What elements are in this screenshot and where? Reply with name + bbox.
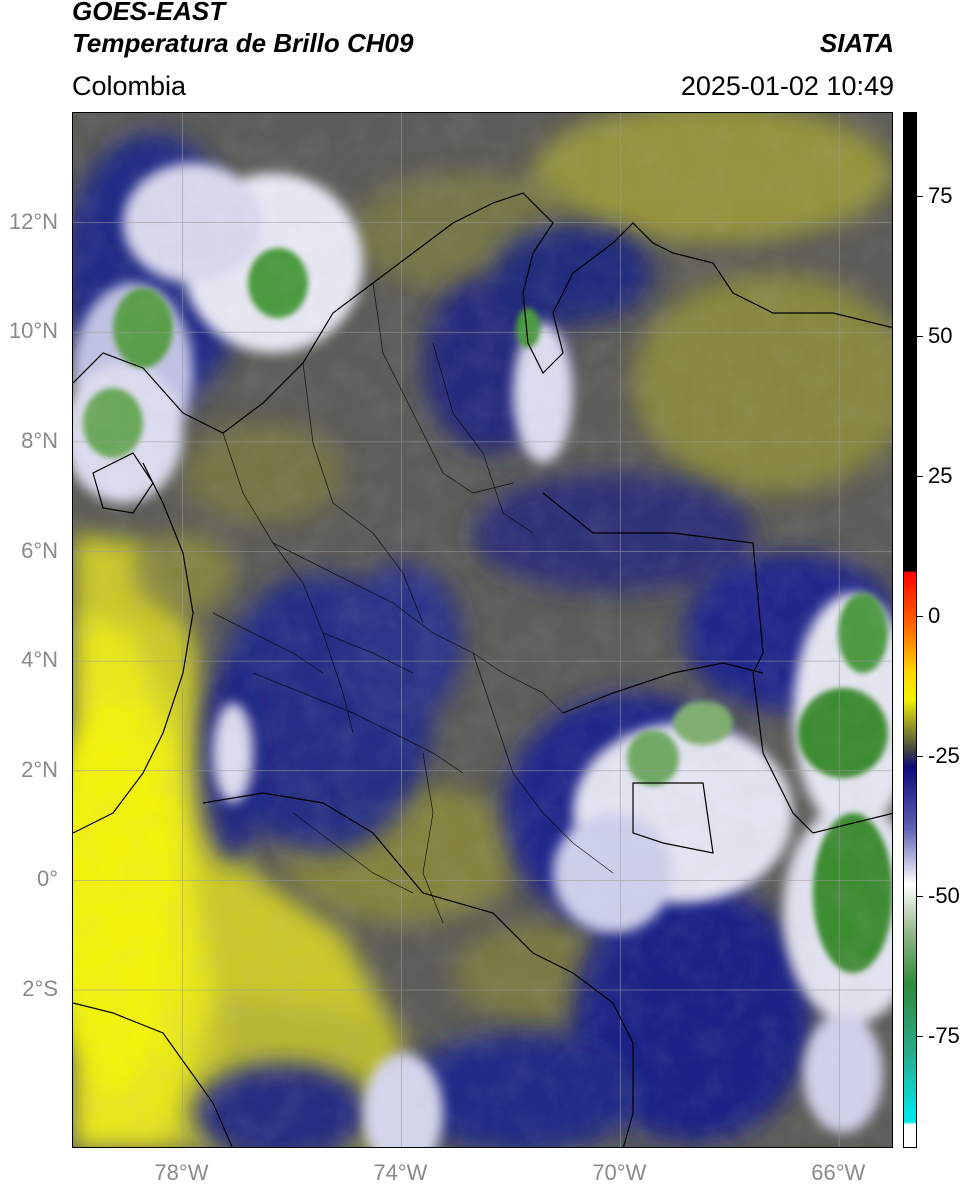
lat-tick-label: 12°N [8, 208, 58, 234]
lat-tick-label: 4°N [21, 647, 58, 673]
lat-tick-label: 2°S [22, 976, 58, 1002]
colorbar [903, 112, 917, 1148]
lon-tick-label: 78°W [154, 1160, 209, 1185]
lon-tick-label: 74°W [373, 1160, 428, 1185]
colorbar-tick-label: 50 [928, 323, 953, 348]
organization-label: SIATA [819, 28, 894, 58]
brightness-temperature-map [72, 112, 893, 1148]
colorbar-tick [917, 896, 923, 897]
colorbar-tick-label: -75 [928, 1023, 960, 1048]
lat-tick-label: 6°N [21, 537, 58, 563]
title-satellite: GOES-EAST [72, 0, 226, 26]
colorbar-tick [917, 1036, 923, 1037]
title-product: Temperatura de Brillo CH09 [72, 28, 414, 58]
lon-tick-label: 66°W [811, 1160, 866, 1185]
colorbar-tick-label: 75 [928, 183, 953, 208]
colorbar-tick [917, 756, 923, 757]
department-borders [212, 282, 614, 924]
coastlines-and-borders [73, 192, 892, 1147]
texture-overlay [73, 113, 892, 1147]
timestamp-label: 2025-01-02 10:49 [680, 71, 894, 101]
lat-tick-label: 2°N [21, 756, 58, 782]
colorbar-tick-label: -50 [928, 883, 960, 908]
colorbar-tick [917, 476, 923, 477]
lat-tick-label: 10°N [8, 318, 58, 344]
colorbar-tick-label: 25 [928, 463, 953, 488]
lat-tick-label: 0° [36, 866, 58, 892]
colorbar-tick [917, 616, 923, 617]
colorbar-tick-label: 0 [928, 603, 941, 628]
lon-tick-label: 70°W [592, 1160, 647, 1185]
colorbar-tick-label: -25 [928, 743, 960, 768]
colorbar-tick [917, 196, 923, 197]
lat-tick-label: 8°N [21, 427, 58, 453]
graticule [73, 113, 892, 1147]
colorbar-tick [917, 336, 923, 337]
region-label: Colombia [72, 71, 187, 101]
